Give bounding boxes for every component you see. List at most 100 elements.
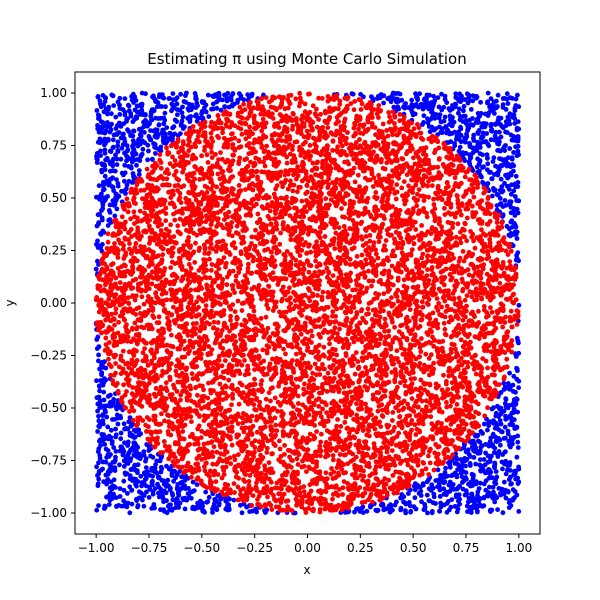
- scatter-point: [441, 104, 447, 110]
- scatter-point: [190, 506, 196, 511]
- scatter-point: [293, 205, 299, 211]
- scatter-point: [170, 91, 176, 96]
- scatter-point: [502, 180, 507, 186]
- scatter-point: [233, 474, 239, 480]
- scatter-point: [454, 474, 460, 480]
- scatter-point: [109, 111, 114, 117]
- scatter-point: [180, 104, 185, 110]
- scatter-point: [481, 503, 487, 509]
- scatter-point: [110, 137, 116, 143]
- scatter-point: [141, 119, 146, 125]
- scatter-point: [515, 180, 521, 185]
- scatter-point: [421, 113, 427, 119]
- scatter-point: [388, 345, 394, 351]
- scatter-point: [500, 96, 506, 101]
- scatter-point: [128, 165, 134, 171]
- scatter-point: [507, 199, 513, 205]
- scatter-point: [513, 96, 519, 102]
- scatter-point: [152, 144, 158, 150]
- scatter-point: [278, 313, 284, 319]
- scatter-point: [397, 475, 402, 481]
- scatter-point: [113, 448, 119, 454]
- scatter-point: [505, 175, 510, 181]
- scatter-point: [133, 114, 139, 119]
- scatter-point: [437, 112, 443, 117]
- scatter-point: [170, 125, 176, 131]
- scatter-point: [109, 121, 114, 127]
- scatter-point: [471, 194, 477, 200]
- scatter-point: [380, 414, 386, 419]
- scatter-point: [113, 426, 118, 432]
- scatter-point: [110, 400, 116, 405]
- scatter-point: [96, 471, 102, 477]
- scatter-point: [420, 481, 426, 486]
- scatter-point: [462, 158, 468, 164]
- scatter-point: [249, 413, 255, 419]
- scatter-point: [470, 98, 476, 104]
- scatter-point: [488, 121, 494, 127]
- scatter-point: [501, 436, 507, 441]
- scatter-point: [214, 105, 220, 111]
- scatter-point: [189, 102, 195, 108]
- scatter-point: [216, 501, 222, 506]
- scatter-point: [236, 401, 242, 407]
- scatter-point: [484, 121, 489, 127]
- scatter-point: [407, 503, 413, 509]
- scatter-point: [468, 454, 473, 459]
- scatter-point: [147, 241, 152, 246]
- scatter-point: [321, 344, 327, 350]
- scatter-point: [491, 450, 497, 455]
- scatter-point: [98, 119, 104, 124]
- scatter-point: [471, 447, 476, 453]
- scatter-point: [115, 149, 121, 155]
- scatter-point: [237, 104, 243, 110]
- scatter-point: [463, 488, 469, 494]
- scatter-point: [95, 212, 101, 218]
- scatter-point: [225, 90, 231, 96]
- scatter-point: [423, 466, 429, 472]
- scatter-point: [110, 417, 115, 422]
- scatter-point: [498, 176, 504, 182]
- scatter-point: [124, 157, 130, 163]
- scatter-point: [98, 245, 103, 251]
- scatter-point: [497, 280, 503, 286]
- scatter-point: [111, 477, 117, 483]
- scatter-point: [205, 92, 211, 98]
- scatter-point: [466, 95, 472, 100]
- scatter-point: [162, 488, 167, 494]
- scatter-point: [320, 362, 325, 367]
- scatter-point: [99, 124, 104, 130]
- scatter-point: [127, 246, 132, 252]
- scatter-point: [503, 471, 509, 477]
- scatter-point: [444, 400, 449, 405]
- scatter-point: [466, 428, 472, 434]
- scatter-point: [216, 135, 222, 141]
- scatter-point: [456, 106, 462, 112]
- scatter-point: [113, 432, 119, 438]
- scatter-point: [399, 250, 405, 256]
- scatter-point: [497, 129, 502, 135]
- scatter-point: [495, 507, 500, 512]
- scatter-point: [239, 510, 245, 516]
- scatter-point: [465, 267, 471, 273]
- scatter-point: [135, 454, 140, 460]
- scatter-point: [173, 368, 179, 374]
- scatter-point: [121, 449, 127, 455]
- scatter-point: [111, 144, 116, 150]
- scatter-point: [169, 101, 175, 107]
- scatter-point: [220, 97, 225, 103]
- scatter-point: [136, 126, 142, 132]
- scatter-point: [187, 107, 193, 112]
- scatter-point: [436, 104, 442, 110]
- scatter-point: [96, 358, 101, 364]
- scatter-point: [131, 209, 137, 215]
- scatter-point: [100, 466, 105, 472]
- scatter-point: [363, 401, 368, 407]
- scatter-points: [93, 90, 522, 516]
- scatter-point: [474, 433, 480, 439]
- scatter-point: [94, 337, 100, 342]
- scatter-point: [498, 201, 504, 206]
- scatter-point: [409, 97, 415, 103]
- scatter-point: [418, 488, 424, 494]
- scatter-point: [102, 376, 107, 381]
